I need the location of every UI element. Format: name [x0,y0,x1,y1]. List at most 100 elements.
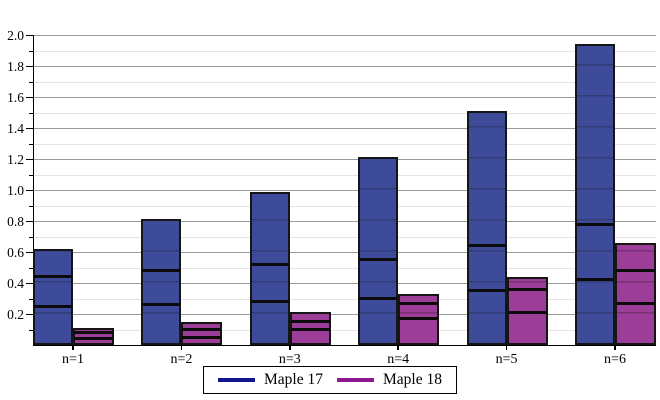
stack-divider [250,262,289,266]
y-axis-tick [25,190,33,192]
y-axis-tick [25,128,33,130]
minor-gridline [34,267,656,269]
major-gridline [34,221,656,222]
x-axis-category-label: n=3 [278,352,301,367]
y-axis-tick-label: 1.2 [7,152,24,167]
y-axis-tick [28,112,33,114]
bar-maple-17-n=1 [33,248,73,345]
y-axis-tick-label: 0.8 [7,214,24,229]
bar-maple-18-n=5 [506,276,548,345]
maple-17-line-swatch [218,378,256,382]
x-axis-tick [180,345,183,350]
legend: Maple 17 Maple 18 [203,366,457,394]
bar-maple-18-n=1 [73,327,114,345]
stack-divider [399,317,439,321]
y-axis-tick [25,159,33,161]
stack-divider [142,269,181,273]
bar-maple-17-n=4 [358,157,399,345]
stack-divider [616,269,655,273]
y-axis-tick [25,35,33,37]
stack-divider [290,320,330,324]
stack-divider [34,304,72,308]
legend-label-maple-18: Maple 18 [383,371,442,388]
stack-divider [359,297,398,300]
y-axis-tick [25,314,33,316]
x-axis-category-label: n=4 [387,352,410,367]
y-axis-tick [28,50,33,52]
x-axis-tick [289,345,291,350]
bar-maple-18-n=3 [289,312,331,345]
stack-divider [250,300,289,304]
x-axis-tick [397,345,399,350]
stack-divider [576,278,614,282]
y-axis-tick [25,97,33,99]
major-gridline [34,283,656,284]
minor-gridline [34,143,656,145]
major-gridline [34,97,656,98]
bar-maple-17-n=3 [249,191,290,345]
bar-maple-17-n=6 [575,44,615,345]
stack-divider [290,328,330,331]
stack-divider [74,337,113,341]
bar-maple-17-n=2 [141,219,182,345]
y-axis-tick [25,283,33,285]
x-axis-tick [614,345,616,350]
y-axis-tick [28,81,33,83]
major-gridline [34,66,656,67]
x-axis-category-label: n=1 [62,352,84,367]
legend-label-maple-17: Maple 17 [264,371,323,388]
stack-divider [359,258,398,262]
stack-divider [74,331,113,335]
y-axis-tick-label: 1.0 [7,183,24,198]
y-axis-tick [28,174,33,176]
x-axis-tick [72,345,74,350]
y-axis-tick [25,252,33,254]
y-axis-tick-label: 2.0 [7,28,24,43]
legend-item-maple-18: Maple 18 [337,371,442,389]
minor-gridline [34,329,656,331]
y-axis-tick [28,143,33,145]
stack-divider [576,222,614,226]
maple-18-line-swatch [337,378,374,382]
x-axis-category-label: n=2 [170,352,193,367]
y-axis-tick [28,236,33,238]
major-gridline [34,252,656,253]
x-axis-tick [505,345,508,350]
legend-item-maple-17: Maple 17 [218,371,323,389]
y-axis-tick-label: 1.8 [7,59,24,74]
stack-divider [467,244,506,248]
major-gridline [34,314,656,315]
y-axis-tick-label: 1.6 [7,90,24,105]
stack-divider [616,301,655,305]
plot-area: 0.2 0.4 0.6 0.8 1.0 1.2 1.4 1.6 1.8 2.0 n=1 n=2 n=3 n… [7,29,656,367]
minor-gridline [34,81,656,83]
y-axis-tick-label: 0.4 [7,276,24,291]
x-axis-category-label: n=6 [604,352,626,367]
major-gridline [34,128,656,129]
stack-divider [34,275,72,279]
bar-maple-18-n=2 [181,321,223,345]
minor-gridline [34,50,656,52]
y-axis-tick [28,298,33,300]
stack-divider [142,303,181,307]
minor-gridline [34,298,656,300]
y-axis-tick-label: 1.4 [7,121,24,136]
minor-gridline [34,174,656,176]
x-axis-category-label: n=5 [495,352,518,367]
bar-maple-18-n=4 [398,293,440,345]
bar-maple-17-n=5 [466,110,507,345]
stack-divider [399,301,439,305]
stack-divider [507,310,547,314]
y-axis-tick [28,329,33,331]
stack-divider [182,335,222,339]
stack-divider [507,287,547,291]
bar-maple-18-n=6 [615,242,656,345]
y-axis-tick [28,205,33,207]
y-axis-tick [28,267,33,269]
major-gridline [34,190,656,191]
y-axis-tick [25,221,33,223]
major-gridline [34,159,656,160]
stack-divider [467,289,506,293]
stack-divider [182,328,222,331]
